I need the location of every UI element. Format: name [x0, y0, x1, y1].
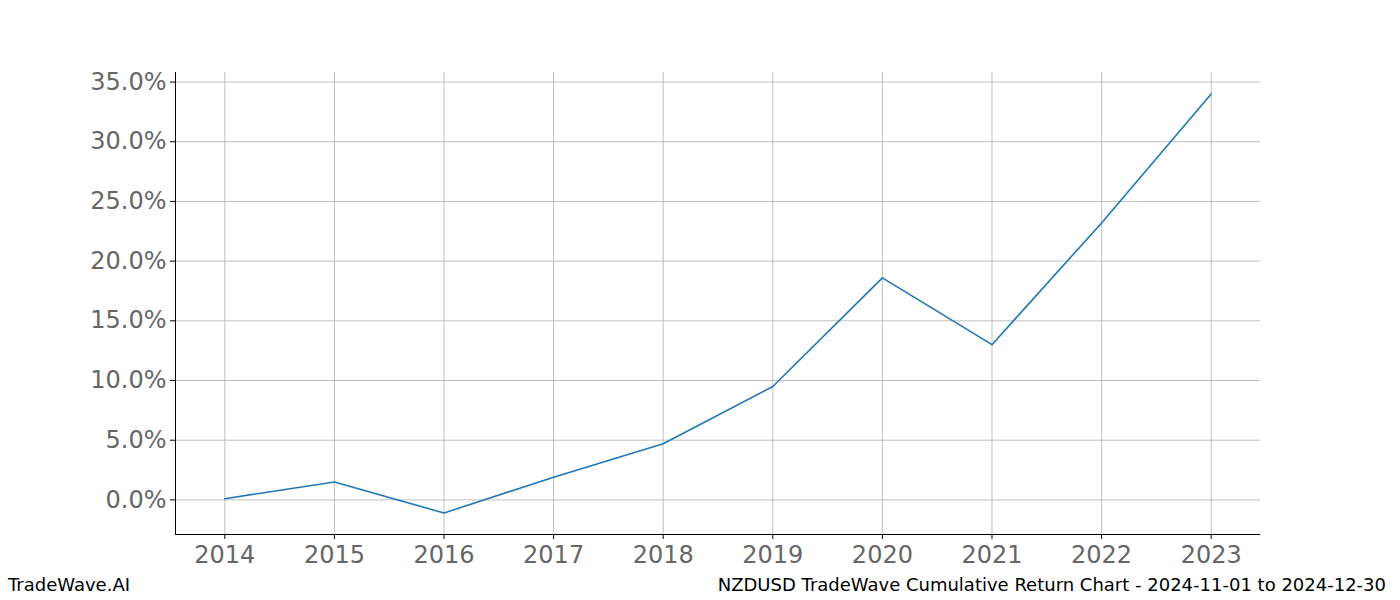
svg-text:2019: 2019 — [742, 541, 803, 569]
svg-text:20.0%: 20.0% — [90, 247, 166, 275]
svg-text:2022: 2022 — [1071, 541, 1132, 569]
svg-text:2014: 2014 — [194, 541, 255, 569]
svg-text:2021: 2021 — [961, 541, 1022, 569]
svg-text:2015: 2015 — [304, 541, 365, 569]
svg-text:25.0%: 25.0% — [90, 187, 166, 215]
svg-text:5.0%: 5.0% — [106, 426, 167, 454]
svg-text:2018: 2018 — [633, 541, 694, 569]
html-text:NZDUSD TradeWave Cumulative Re: NZDUSD TradeWave Cumulative Return Chart… — [717, 574, 1386, 595]
svg-text:2023: 2023 — [1181, 541, 1242, 569]
svg-text:10.0%: 10.0% — [90, 366, 166, 394]
svg-text:0.0%: 0.0% — [106, 486, 167, 514]
svg-text:2020: 2020 — [852, 541, 913, 569]
svg-text:2017: 2017 — [523, 541, 584, 569]
svg-text:30.0%: 30.0% — [90, 127, 166, 155]
svg-text:15.0%: 15.0% — [90, 306, 166, 334]
svg-text:35.0%: 35.0% — [90, 68, 166, 96]
svg-text:2016: 2016 — [413, 541, 474, 569]
html-text:TradeWave.AI: TradeWave.AI — [8, 574, 130, 595]
